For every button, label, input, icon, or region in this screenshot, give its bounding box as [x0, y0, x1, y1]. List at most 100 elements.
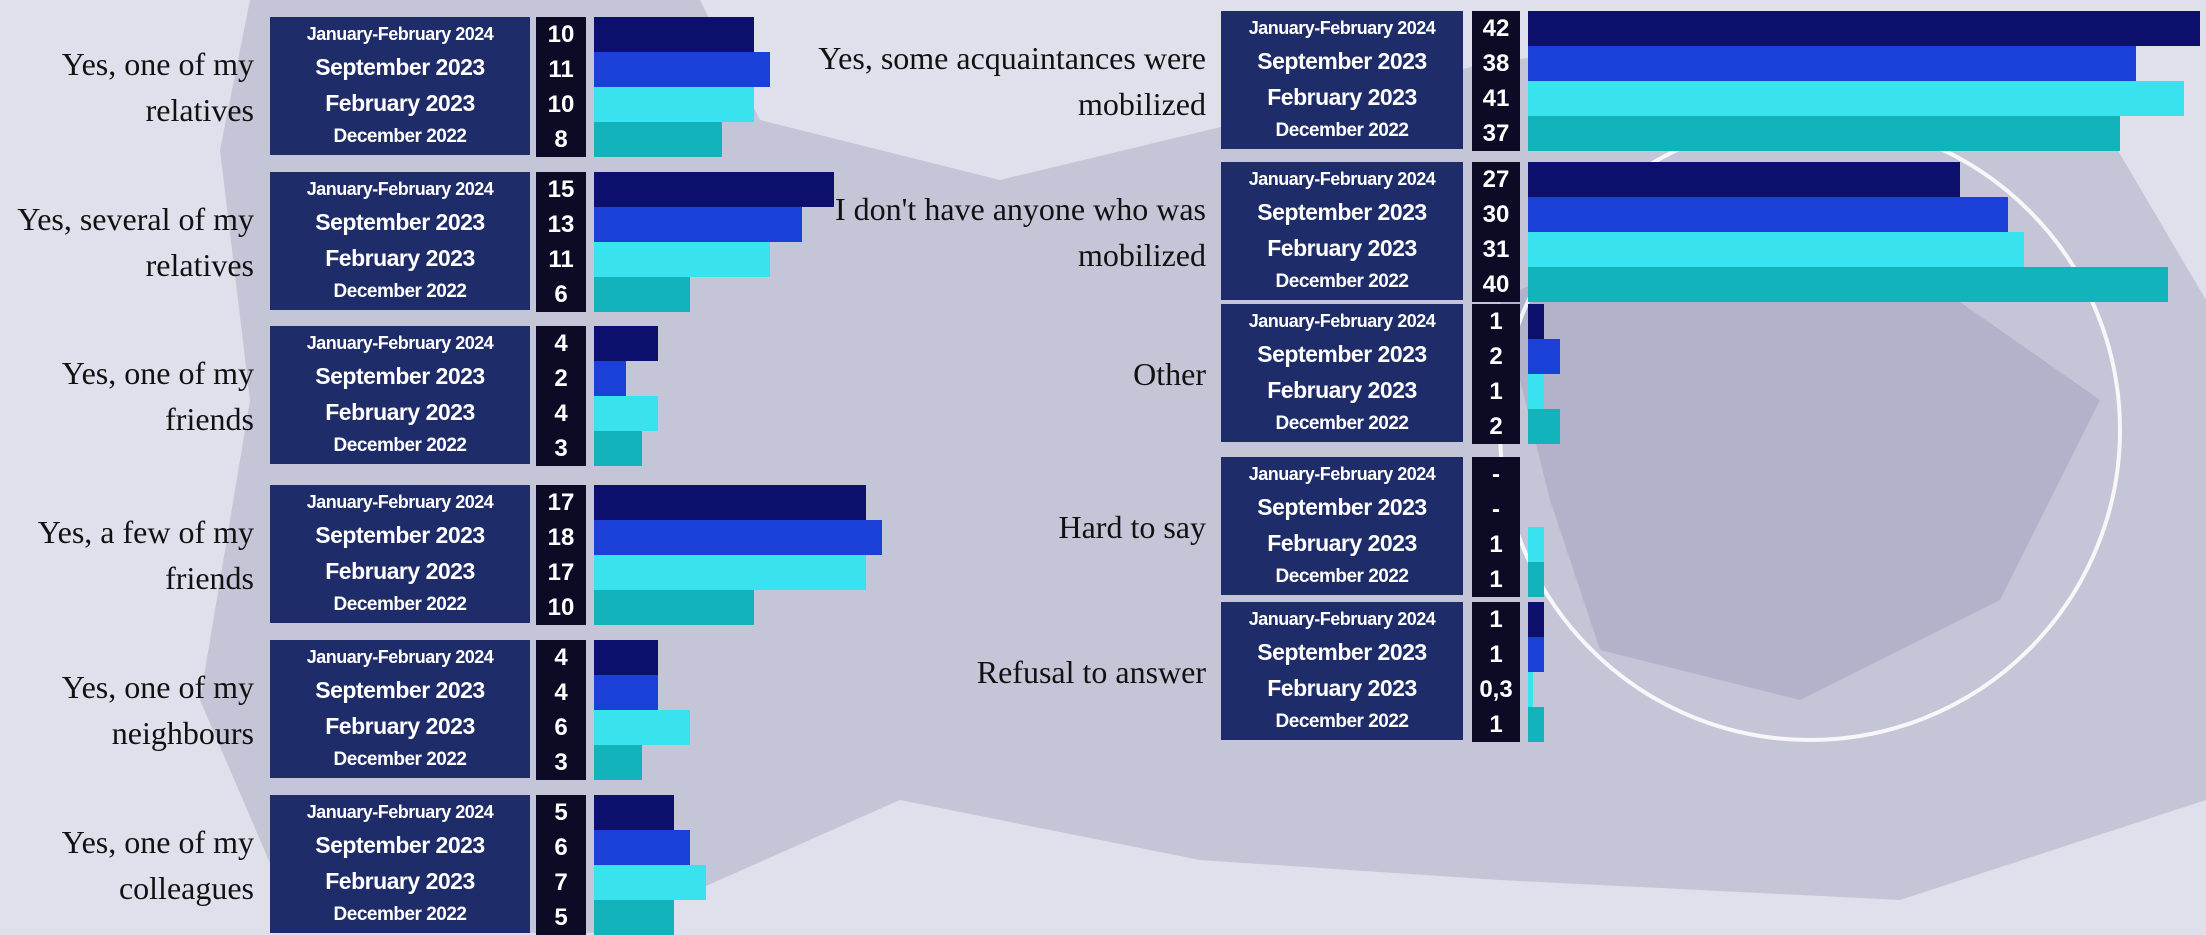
bar — [1528, 602, 1544, 637]
bar — [594, 242, 770, 277]
value-label: 4 — [554, 678, 568, 706]
value-box: 27 30 31 40 — [1472, 162, 1520, 302]
value-box: 1 1 0,3 1 — [1472, 602, 1520, 742]
period-label: September 2023 — [315, 831, 485, 858]
category-label: Refusal to answer — [976, 654, 1206, 690]
value-label: 31 — [1482, 235, 1510, 263]
category-label: Hard to say — [1058, 509, 1206, 545]
value-label: 1 — [1489, 307, 1503, 335]
period-label: September 2023 — [315, 53, 485, 80]
bar — [594, 710, 690, 745]
bar — [1528, 11, 2200, 46]
value-label: 30 — [1482, 200, 1510, 228]
period-box: January-February 2024 September 2023 Febru… — [1221, 162, 1463, 300]
value-label: 0,3 — [1479, 675, 1513, 703]
bar — [1528, 672, 1533, 707]
period-box: January-February 2024 September 2023 Febru… — [1221, 602, 1463, 740]
period-label: December 2022 — [333, 435, 467, 457]
bar — [594, 52, 770, 87]
value-label: 10 — [547, 593, 575, 621]
bar — [1528, 116, 2120, 151]
value-label: 1 — [1489, 640, 1503, 668]
value-box: 1 2 1 2 — [1472, 304, 1520, 444]
period-label: December 2022 — [1275, 271, 1409, 293]
value-label: 1 — [1489, 530, 1503, 558]
period-box: January-February 2024 September 2023 Febru… — [270, 640, 530, 778]
period-box: January-February 2024 September 2023 Febru… — [270, 172, 530, 310]
value-label: 4 — [554, 399, 568, 427]
bar — [1528, 409, 1560, 444]
value-label: 38 — [1482, 49, 1510, 77]
value-box: 17 18 17 10 — [536, 485, 586, 625]
period-label: September 2023 — [315, 676, 485, 703]
period-label: January-February 2024 — [306, 332, 494, 353]
value-label: 4 — [554, 329, 568, 357]
bar — [594, 326, 658, 361]
period-label: September 2023 — [1257, 198, 1427, 225]
period-label: January-February 2024 — [1248, 17, 1436, 38]
value-label: 1 — [1489, 377, 1503, 405]
bar — [1528, 267, 2168, 302]
category-label: Yes, one of my neighbours — [61, 669, 254, 751]
value-label: 18 — [547, 523, 575, 551]
period-label: September 2023 — [1257, 47, 1427, 74]
period-label: February 2023 — [325, 90, 475, 117]
bar — [594, 675, 658, 710]
value-label: 37 — [1482, 119, 1510, 147]
period-label: February 2023 — [325, 399, 475, 426]
value-box: 10 11 10 8 — [536, 17, 586, 157]
bar — [1528, 374, 1544, 409]
value-box: 15 13 11 6 — [536, 172, 586, 312]
period-label: February 2023 — [1267, 675, 1417, 702]
period-label: September 2023 — [1257, 340, 1427, 367]
period-label: January-February 2024 — [306, 23, 494, 44]
period-box: January-February 2024 September 2023 Febru… — [1221, 304, 1463, 442]
value-label: 2 — [1489, 412, 1503, 440]
value-label: 1 — [1489, 565, 1503, 593]
period-label: January-February 2024 — [1248, 168, 1436, 189]
bar — [594, 277, 690, 312]
value-label: 42 — [1482, 14, 1510, 42]
bar — [594, 865, 706, 900]
value-label: 8 — [554, 125, 568, 153]
bar — [594, 745, 642, 780]
period-label: February 2023 — [1267, 377, 1417, 404]
bar — [1528, 339, 1560, 374]
value-label: 6 — [554, 280, 568, 308]
period-label: February 2023 — [325, 558, 475, 585]
value-label: 17 — [547, 558, 575, 586]
bar — [594, 830, 690, 865]
period-label: December 2022 — [333, 749, 467, 771]
bar — [594, 122, 722, 157]
category-label: Other — [1133, 356, 1206, 392]
bar — [594, 590, 754, 625]
period-label: December 2022 — [333, 126, 467, 148]
bar — [1528, 46, 2136, 81]
value-box: - - 1 1 — [1472, 457, 1520, 597]
period-label: January-February 2024 — [1248, 310, 1436, 331]
period-label: February 2023 — [1267, 530, 1417, 557]
bar — [594, 431, 642, 466]
period-box: January-February 2024 September 2023 Febru… — [270, 795, 530, 933]
period-label: January-February 2024 — [306, 801, 494, 822]
value-box: 42 38 41 37 — [1472, 11, 1520, 151]
period-label: February 2023 — [325, 868, 475, 895]
value-label: 10 — [547, 20, 575, 48]
bar — [594, 87, 754, 122]
bar — [594, 795, 674, 830]
bar — [594, 396, 658, 431]
period-label: January-February 2024 — [1248, 608, 1436, 629]
period-label: February 2023 — [1267, 84, 1417, 111]
category-label: I don't have anyone who was mobilized — [835, 191, 1206, 273]
value-label: - — [1492, 495, 1500, 523]
period-label: September 2023 — [1257, 493, 1427, 520]
period-label: December 2022 — [1275, 120, 1409, 142]
period-box: January-February 2024 September 2023 Febru… — [1221, 457, 1463, 595]
value-label: 7 — [554, 868, 568, 896]
value-label: 6 — [554, 713, 568, 741]
period-label: September 2023 — [315, 362, 485, 389]
value-label: 5 — [554, 903, 568, 931]
bar — [594, 361, 626, 396]
value-label: 4 — [554, 643, 568, 671]
